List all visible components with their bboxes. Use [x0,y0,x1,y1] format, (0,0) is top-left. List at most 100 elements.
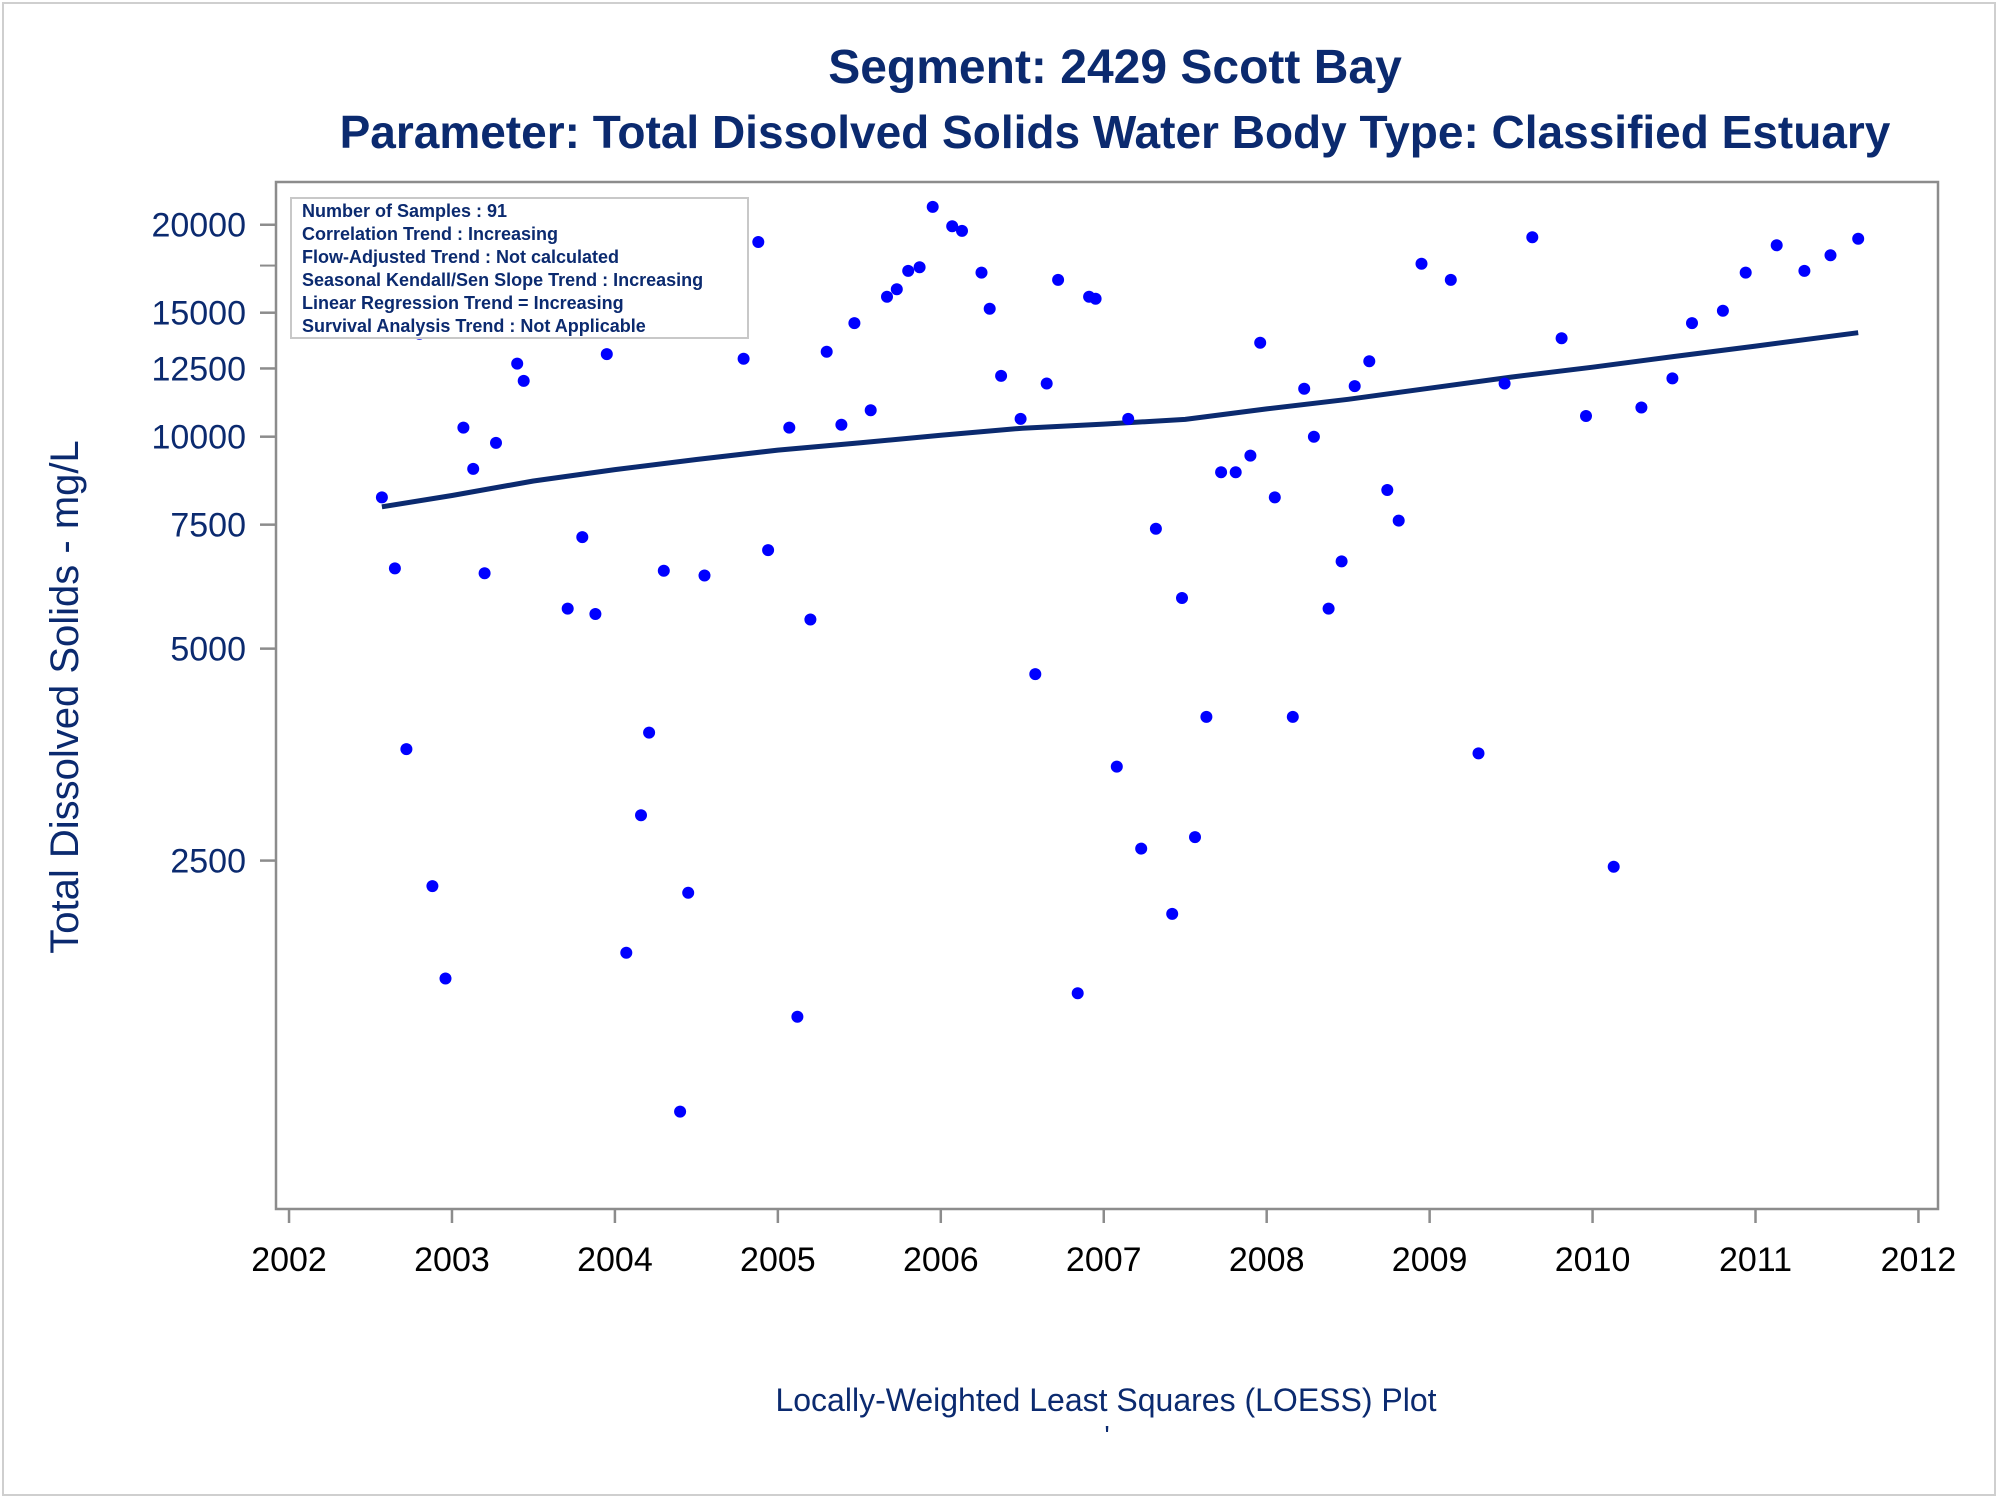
chart-title: Segment: 2429 Scott Bay [828,41,1402,94]
data-point [1176,592,1188,604]
y-tick-label: 12500 [151,350,246,388]
y-tick-label: 2500 [170,843,246,881]
legend-line: Number of Samples : 91 [302,201,507,221]
x-tick-label: 2009 [1392,1241,1468,1279]
data-point [926,200,939,213]
data-point [1415,257,1428,270]
data-point [1348,380,1361,393]
data-point [995,369,1008,382]
data-series [375,200,1865,1118]
data-point [1770,239,1783,252]
x-tick-label: 2012 [1881,1241,1957,1279]
footnote-mark: ' [1104,1420,1109,1451]
y-axis-label: Total Dissolved Solids - mg/L [43,440,87,954]
data-point [1229,466,1242,479]
data-point [1666,372,1679,385]
data-point [1852,232,1865,245]
data-point [1254,336,1267,349]
data-point [881,290,893,303]
data-point [1824,249,1837,262]
legend-line: Survival Analysis Trend : Not Applicable [302,316,646,336]
y-tick-label: 5000 [170,631,246,669]
loess-trend-line [381,330,1859,510]
data-point [848,317,861,330]
data-point [1555,332,1568,345]
data-point [890,283,903,296]
data-point [983,302,996,315]
data-point [1200,710,1213,723]
data-point [1363,355,1376,368]
data-point [1286,710,1299,723]
data-point [1444,273,1457,286]
data-point [682,886,695,899]
data-point [1189,831,1201,844]
data-point [1071,987,1084,1000]
data-point [375,491,388,504]
data-point [657,564,670,577]
data-point [1166,907,1179,920]
x-tick-label: 2005 [740,1241,816,1279]
data-point [1052,273,1065,286]
data-point [1244,449,1257,462]
data-point [913,261,926,274]
data-point [457,421,470,434]
data-point [388,562,401,575]
data-point [975,266,988,279]
data-point [561,602,574,615]
data-point [1040,377,1053,390]
x-axis: 2002 2003 2004 2005 2006 2007 2008 2009 2010 2011… [251,1209,1956,1279]
legend-line: Seasonal Kendall/Sen Slope Trend : Incre… [302,270,703,290]
data-point [400,743,413,756]
legend-line: Linear Regression Trend = Increasing [302,293,624,313]
data-point [1215,466,1228,479]
y-tick-label: 20000 [151,207,246,245]
x-tick-label: 2010 [1555,1241,1631,1279]
data-point [1716,304,1729,317]
data-point [511,357,524,370]
data-point [1472,747,1485,760]
data-point [1498,377,1511,390]
data-point [1381,484,1394,496]
data-point [762,544,775,557]
data-point [439,972,452,985]
plot-area [274,180,1940,1211]
trend-legend: Number of Samples : 91 Correlation Trend … [290,197,749,339]
data-point [635,809,647,822]
data-point [1135,842,1148,855]
data-point [1739,266,1752,279]
data-point [1268,491,1281,504]
data-point [783,421,796,434]
legend-line: Flow-Adjusted Trend : Not calculated [302,247,619,267]
data-point [643,726,656,739]
data-point [1335,555,1348,568]
data-point [946,220,959,233]
data-point [674,1105,687,1118]
footnote: Locally-Weighted Least Squares (LOESS) P… [775,1382,1436,1418]
data-point [1110,760,1123,773]
data-point [1029,668,1042,681]
data-point [1798,264,1811,277]
data-point [902,264,915,277]
data-point [1686,317,1698,330]
x-tick-label: 2008 [1229,1241,1305,1279]
data-point [1607,860,1620,873]
data-point [820,345,833,358]
data-point [1149,522,1162,535]
data-point [1526,231,1539,244]
x-tick-label: 2011 [1719,1241,1792,1279]
x-tick-label: 2002 [251,1241,327,1279]
data-point [517,374,530,387]
data-point [864,404,877,417]
data-point [490,436,502,449]
data-point [791,1010,804,1023]
data-point [737,352,750,365]
data-point [576,531,589,544]
data-point [620,946,633,959]
data-point [600,348,613,361]
data-point [1635,401,1648,414]
legend-box [290,197,749,339]
data-point [1298,382,1311,395]
data-point [478,567,491,580]
data-point [1580,410,1592,422]
